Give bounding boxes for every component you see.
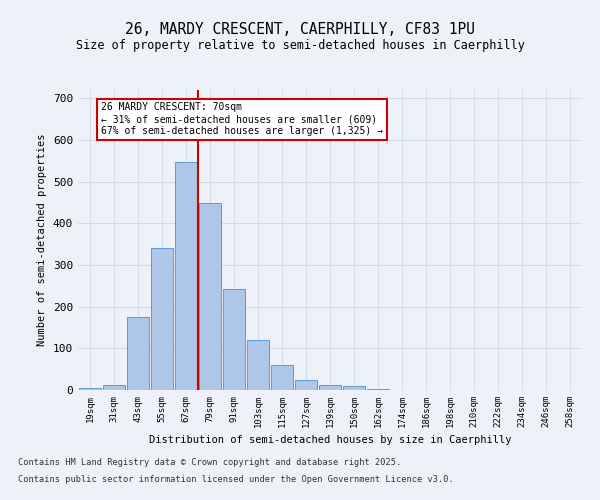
Bar	[79, 388, 101, 390]
Bar	[367, 389, 389, 390]
Bar	[199, 204, 221, 390]
Y-axis label: Number of semi-detached properties: Number of semi-detached properties	[37, 134, 47, 346]
Bar	[127, 317, 149, 390]
Text: Contains HM Land Registry data © Crown copyright and database right 2025.: Contains HM Land Registry data © Crown c…	[18, 458, 401, 467]
Text: 26 MARDY CRESCENT: 70sqm
← 31% of semi-detached houses are smaller (609)
67% of : 26 MARDY CRESCENT: 70sqm ← 31% of semi-d…	[101, 102, 383, 136]
Bar	[247, 340, 269, 390]
Bar	[295, 380, 317, 390]
Bar	[151, 248, 173, 390]
Bar	[223, 289, 245, 390]
Text: Size of property relative to semi-detached houses in Caerphilly: Size of property relative to semi-detach…	[76, 38, 524, 52]
Text: Contains public sector information licensed under the Open Government Licence v3: Contains public sector information licen…	[18, 474, 454, 484]
Bar	[175, 162, 197, 390]
Bar	[271, 365, 293, 390]
Bar	[343, 386, 365, 390]
Text: 26, MARDY CRESCENT, CAERPHILLY, CF83 1PU: 26, MARDY CRESCENT, CAERPHILLY, CF83 1PU	[125, 22, 475, 38]
Bar	[319, 386, 341, 390]
Bar	[103, 384, 125, 390]
X-axis label: Distribution of semi-detached houses by size in Caerphilly: Distribution of semi-detached houses by …	[149, 436, 511, 446]
